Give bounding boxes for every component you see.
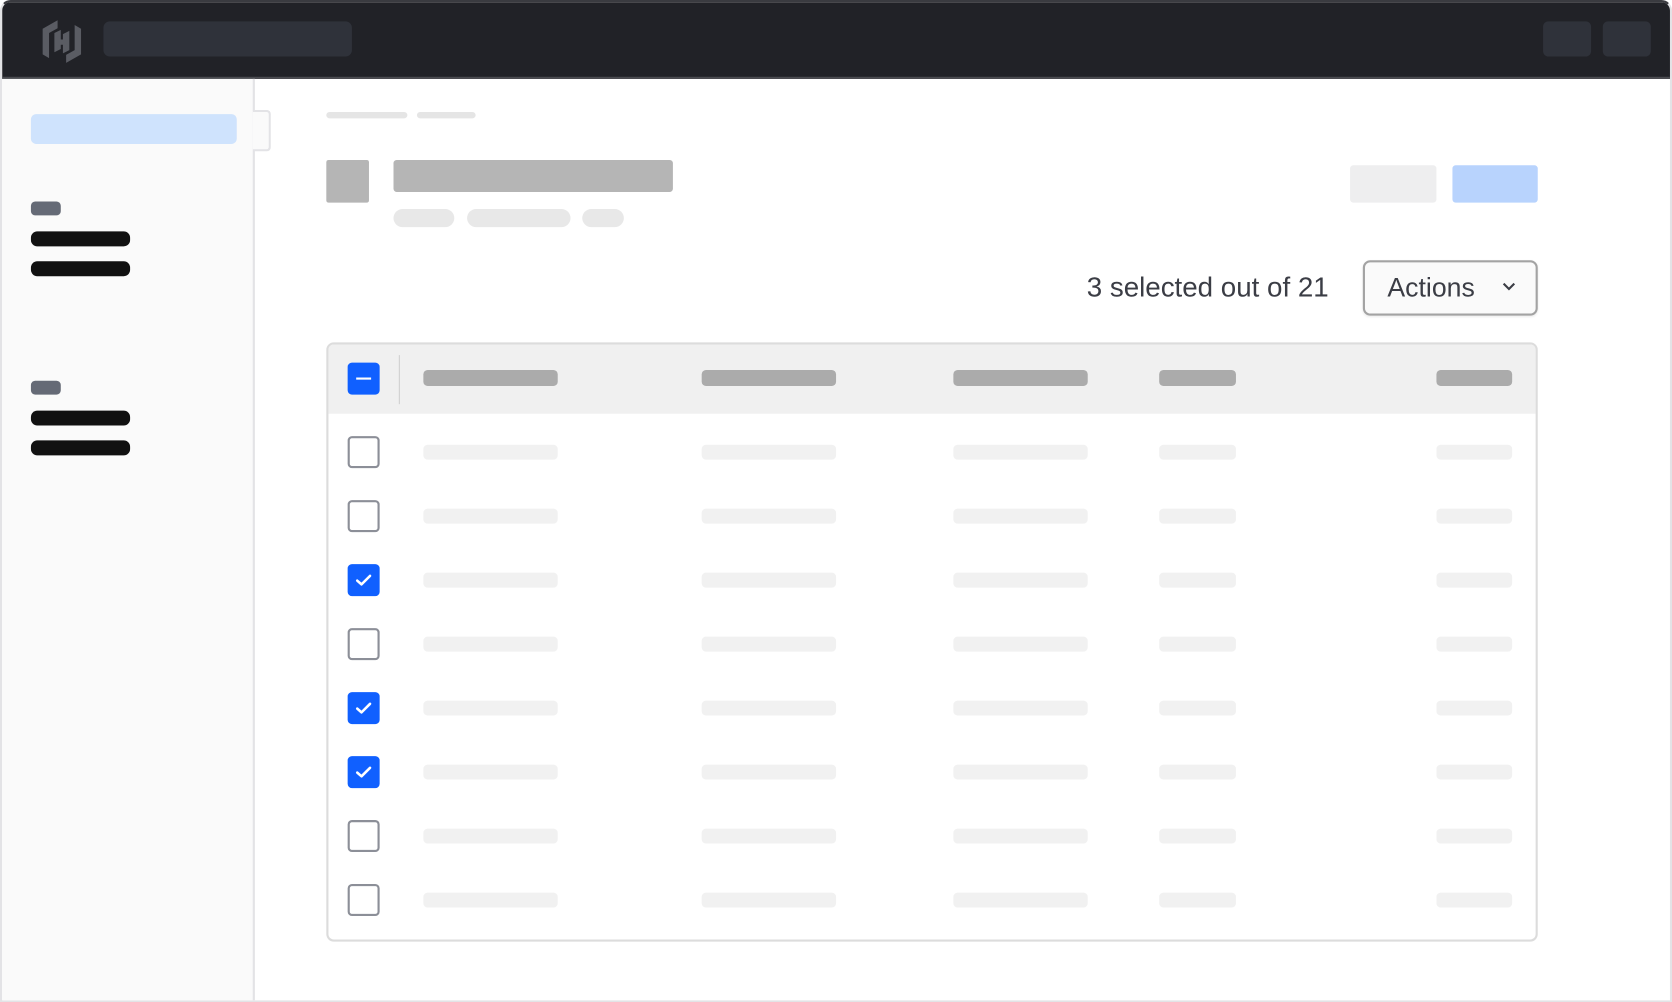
table-cell — [1436, 892, 1513, 908]
table-cell — [953, 572, 1088, 588]
table-cell — [1159, 572, 1236, 588]
selection-summary: 3 selected out of 21 — [1086, 270, 1329, 303]
tag — [393, 209, 455, 228]
select-all-checkbox[interactable] — [347, 362, 380, 395]
table-cell — [701, 444, 837, 460]
top-navigation-bar — [2, 2, 1670, 79]
column-header[interactable] — [701, 370, 837, 387]
sidebar-item[interactable] — [30, 410, 131, 426]
table-cell — [1436, 508, 1513, 524]
table-cell — [701, 508, 837, 524]
table-cell — [953, 828, 1088, 844]
row-checkbox[interactable] — [347, 756, 380, 789]
column-header[interactable] — [953, 370, 1088, 387]
table-cell — [1159, 828, 1236, 844]
table-cell — [701, 572, 837, 588]
table-cell — [1159, 444, 1236, 460]
chevron-down-icon — [1502, 282, 1516, 291]
row-checkbox[interactable] — [347, 628, 380, 661]
table-cell — [423, 764, 558, 780]
minus-icon — [356, 377, 372, 380]
check-icon — [355, 766, 372, 778]
sidebar-group-label — [30, 201, 61, 216]
search-input[interactable] — [103, 21, 352, 57]
check-icon — [355, 574, 372, 586]
table-cell — [1159, 764, 1236, 780]
table-cell — [423, 700, 558, 716]
table-cell — [953, 636, 1088, 652]
sidebar-item-active[interactable] — [30, 114, 237, 144]
column-header[interactable] — [423, 370, 558, 387]
table-cell — [701, 636, 837, 652]
table-cell — [953, 892, 1088, 908]
sidebar-collapse-tab[interactable] — [252, 109, 271, 152]
table-cell — [1436, 828, 1513, 844]
secondary-button[interactable] — [1350, 165, 1437, 203]
actions-label: Actions — [1387, 272, 1475, 303]
table-cell — [1159, 636, 1236, 652]
sidebar-item[interactable] — [30, 231, 131, 247]
table-cell — [953, 700, 1088, 716]
table-cell — [701, 892, 837, 908]
row-checkbox[interactable] — [347, 436, 380, 469]
table-cell — [1159, 508, 1236, 524]
tag — [582, 209, 624, 228]
table-cell — [1159, 700, 1236, 716]
row-checkbox[interactable] — [347, 884, 380, 917]
row-checkbox[interactable] — [347, 820, 380, 853]
table-cell — [423, 828, 558, 844]
table-cell — [423, 444, 558, 460]
primary-button[interactable] — [1452, 165, 1538, 203]
table-cell — [953, 508, 1088, 524]
table-cell — [1436, 572, 1513, 588]
breadcrumb-item[interactable] — [416, 111, 476, 119]
column-header[interactable] — [1159, 370, 1236, 387]
table-cell — [701, 700, 837, 716]
page-icon — [326, 159, 369, 203]
table-cell — [953, 764, 1088, 780]
user-menu-button[interactable] — [1602, 21, 1651, 57]
table-cell — [1159, 892, 1236, 908]
table-cell — [953, 444, 1088, 460]
table-cell — [423, 892, 558, 908]
hashicorp-logo-icon[interactable] — [41, 19, 84, 64]
row-checkbox[interactable] — [347, 500, 380, 533]
breadcrumb-item[interactable] — [326, 111, 408, 119]
table-cell — [1436, 444, 1513, 460]
table-cell — [1436, 764, 1513, 780]
table-cell — [423, 508, 558, 524]
sidebar-group-label — [30, 380, 61, 395]
column-header[interactable] — [1436, 370, 1513, 387]
page-title — [393, 159, 673, 192]
table-cell — [423, 572, 558, 588]
row-checkbox[interactable] — [347, 692, 380, 725]
sidebar — [2, 78, 255, 1001]
help-button[interactable] — [1543, 21, 1592, 57]
table-cell — [701, 828, 837, 844]
table-cell — [1436, 636, 1513, 652]
table-cell — [701, 764, 837, 780]
row-checkbox[interactable] — [347, 564, 380, 597]
sidebar-item[interactable] — [30, 261, 131, 277]
check-icon — [355, 702, 372, 714]
header-divider — [398, 355, 400, 405]
table-cell — [423, 636, 558, 652]
table-cell — [1436, 700, 1513, 716]
tag — [467, 209, 571, 228]
sidebar-item[interactable] — [30, 440, 131, 456]
actions-dropdown-button[interactable]: Actions — [1362, 260, 1538, 316]
